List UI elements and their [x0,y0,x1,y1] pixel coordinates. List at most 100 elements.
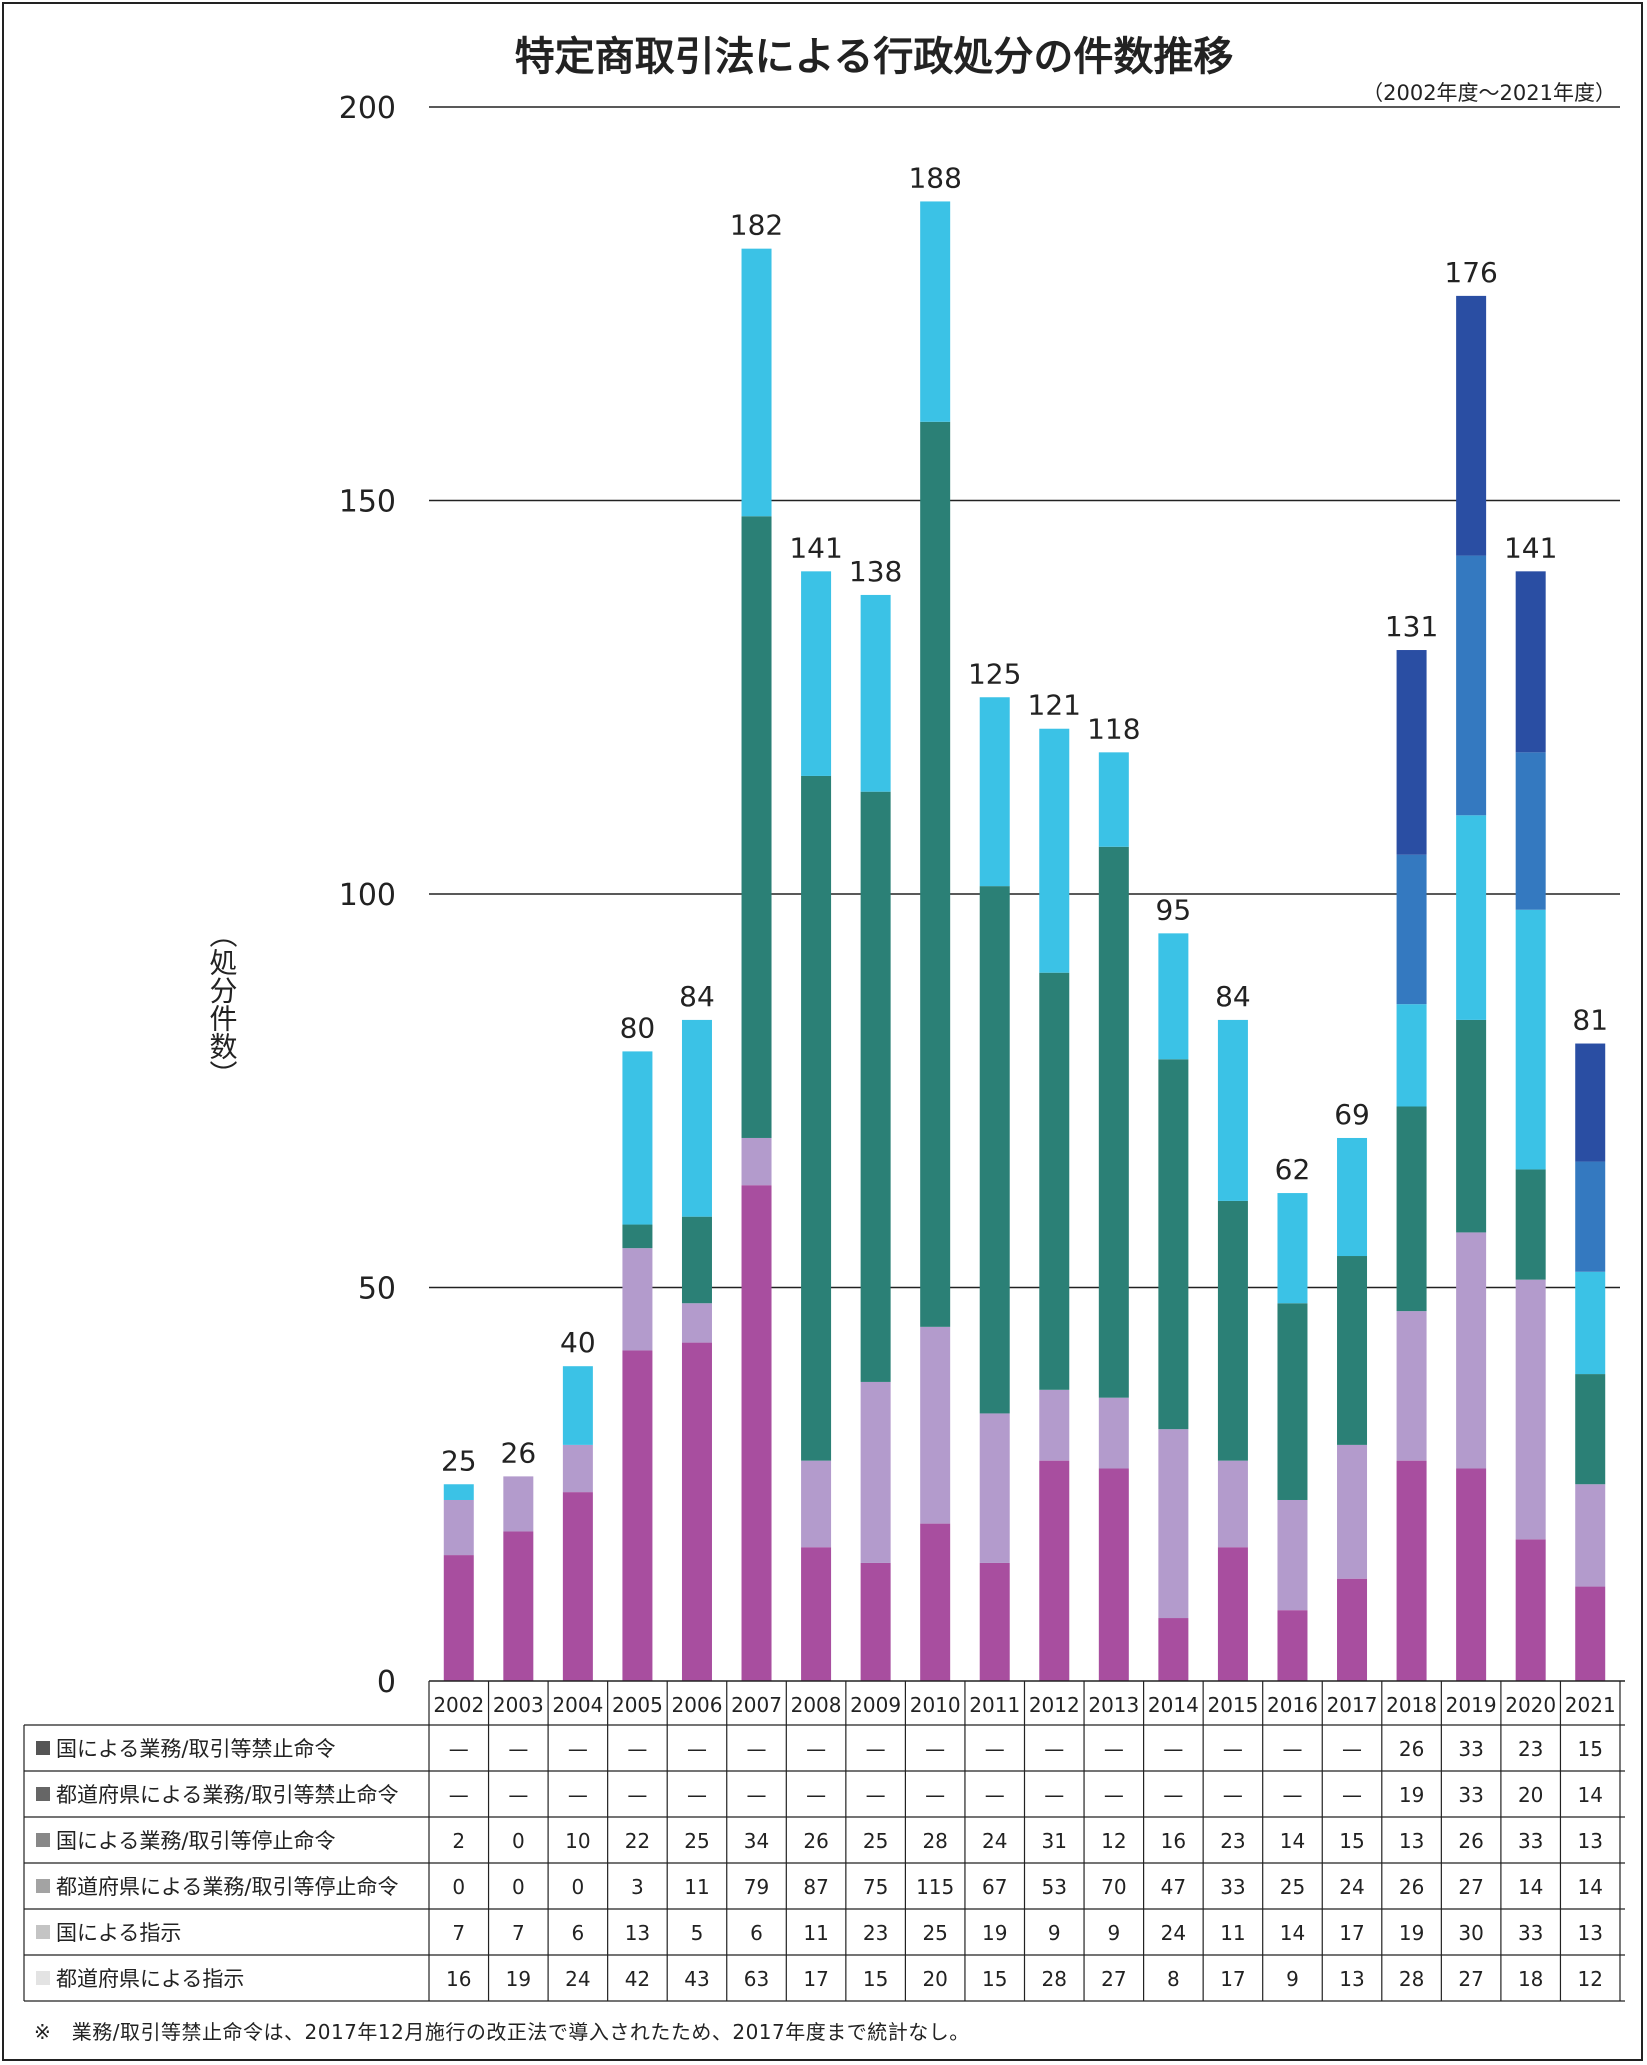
bar-segment [979,1562,1010,1681]
bar-segment [1456,815,1487,1020]
bar-segment [1456,295,1487,556]
table-cell: 115 [916,1875,954,1899]
x-tick-label: 2004 [552,1693,603,1717]
table-cell: — [747,1737,767,1761]
x-tick-label: 2009 [850,1693,901,1717]
table-cell: — [449,1737,469,1761]
bar-total-label: 138 [849,555,902,588]
table-cell: — [747,1783,767,1807]
table-cell: 31 [1042,1829,1067,1853]
table-cell: — [1044,1737,1064,1761]
bar-total-label: 80 [620,1011,656,1044]
table-cell: 63 [744,1967,769,1991]
table-cell: 0 [572,1875,585,1899]
table-cell: 24 [565,1967,590,1991]
x-tick-label: 2013 [1088,1693,1139,1717]
bar-segment [1396,650,1427,855]
x-tick-label: 2007 [731,1693,782,1717]
bar-segment [1515,1279,1546,1540]
bar-segment [1396,1460,1427,1681]
table-cell: 6 [750,1921,763,1945]
table-cell: — [1104,1737,1124,1761]
table-cell: 24 [982,1829,1007,1853]
table-cell: — [806,1737,826,1761]
table-cell: 70 [1101,1875,1126,1899]
bar-segment [801,1547,832,1681]
y-axis-label: （処分件数） [206,920,239,1088]
x-tick-label: 2011 [969,1693,1020,1717]
footnote: ※ 業務/取引等禁止命令は、2017年12月施行の改正法で導入されたため、201… [34,2020,970,2044]
bar-segment [1337,1444,1368,1579]
table-cell: 16 [1161,1829,1186,1853]
bar-segment [562,1366,593,1445]
legend-label: 国による業務/取引等禁止命令 [56,1737,335,1761]
bar-segment [1337,1256,1368,1445]
y-tick-label: 150 [339,485,396,520]
bar-segment [1575,1374,1606,1485]
table-cell: 16 [446,1967,471,1991]
legend-marker [36,1741,50,1755]
bar-segment [801,1460,832,1548]
bar-total-label: 62 [1275,1153,1311,1186]
table-cell: 28 [1399,1967,1424,1991]
table-cell: 25 [863,1829,888,1853]
bar-total-label: 118 [1087,712,1140,745]
bar-segment [622,1350,653,1681]
bar-total-label: 84 [679,980,715,1013]
legend-marker [36,1833,50,1847]
table-cell: 34 [744,1829,769,1853]
table-cell: — [627,1783,647,1807]
table-cell: 14 [1280,1829,1305,1853]
bar-total-label: 26 [501,1436,537,1469]
bar-segment [1575,1271,1606,1375]
bar-segment [1456,1232,1487,1469]
table-cell: 2 [452,1829,465,1853]
chart-svg: 特定商取引法による行政処分の件数推移 （2002年度～2021年度） （処分件数） 0… [23,34,1625,2002]
table-cell: — [568,1783,588,1807]
x-tick-label: 2005 [612,1693,663,1717]
bar-segment [1515,752,1546,910]
x-tick-label: 2002 [433,1693,484,1717]
table-cell: 19 [506,1967,531,1991]
bar-segment [1575,1586,1606,1681]
table-cell: 33 [1518,1829,1543,1853]
table-cell: 11 [1220,1921,1245,1945]
table-cell: — [1163,1737,1183,1761]
bar-segment [860,1562,891,1681]
table-cell: 15 [863,1967,888,1991]
x-tick-label: 2010 [910,1693,961,1717]
bar-segment [622,1051,653,1225]
table-cell: 7 [512,1921,525,1945]
table-cell: 26 [1458,1829,1483,1853]
bar-segment [1515,571,1546,753]
table-cell: — [806,1783,826,1807]
table-cell: — [866,1783,886,1807]
y-tick-label: 100 [339,878,396,913]
bar-segment [860,1381,891,1563]
bar-segment [1575,1484,1606,1587]
legend-marker [36,1971,50,1985]
y-tick-label: 50 [358,1272,396,1307]
bar-segment [860,594,891,792]
legend-marker [36,1879,50,1893]
table-cell: 20 [922,1967,947,1991]
bar-segment [443,1499,474,1556]
bar-segment [1158,1059,1189,1430]
bar-segment [443,1484,474,1500]
x-tick-label: 2006 [672,1693,723,1717]
bar-segment [1396,1004,1427,1107]
table-cell: 13 [1577,1829,1602,1853]
table-cell: 0 [452,1875,465,1899]
table-cell: 9 [1107,1921,1120,1945]
bar-total-label: 188 [908,161,961,194]
x-tick-label: 2020 [1505,1693,1556,1717]
table-cell: 47 [1161,1875,1186,1899]
table-cell: 18 [1518,1967,1543,1991]
bar-total-label: 131 [1385,610,1438,643]
table-cell: 33 [1220,1875,1245,1899]
table-cell: 33 [1518,1921,1543,1945]
table-cell: 12 [1101,1829,1126,1853]
table-cell: 33 [1458,1737,1483,1761]
bar-segment [741,248,772,517]
bar-total-label: 69 [1334,1098,1370,1131]
